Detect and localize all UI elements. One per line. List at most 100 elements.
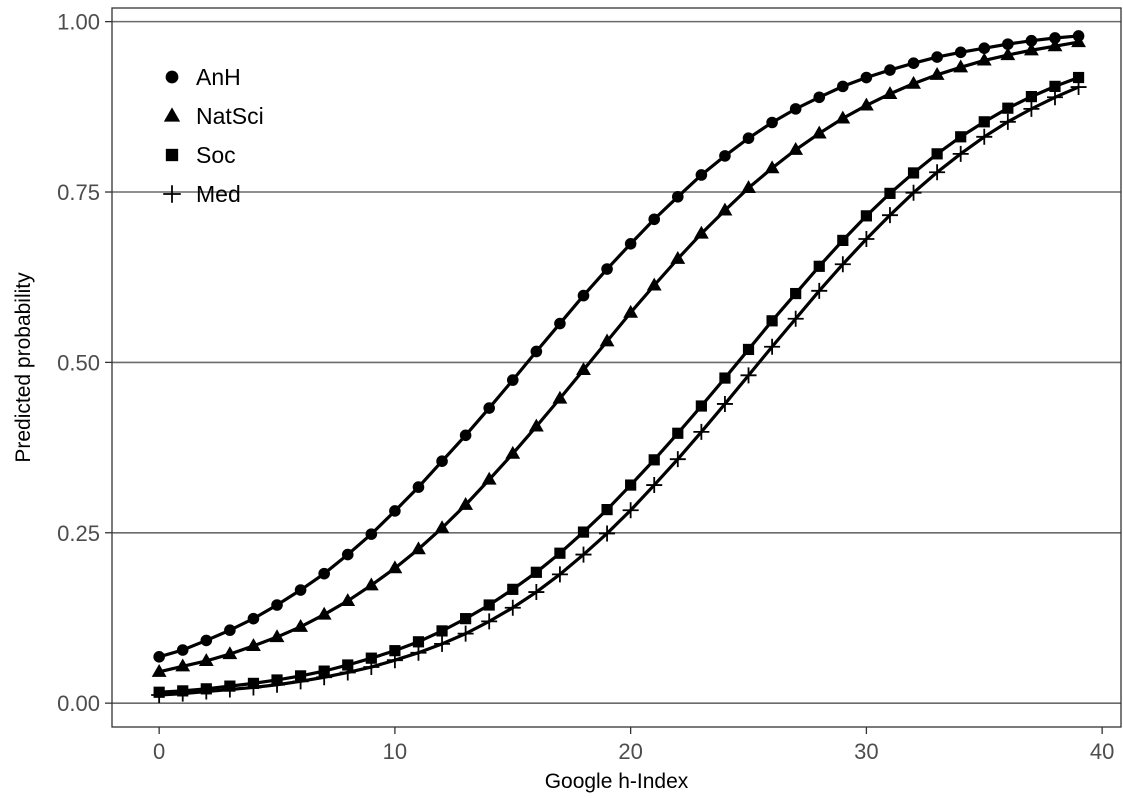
plus-point-med xyxy=(999,113,1016,130)
triangle-point-natsci xyxy=(576,362,591,375)
y-tick-label: 1.00 xyxy=(57,10,100,35)
plus-point-med xyxy=(716,395,733,412)
square-point-soc xyxy=(577,526,590,538)
circle-point-anh xyxy=(176,644,189,656)
circle-point-anh xyxy=(153,651,165,663)
plus-point-med xyxy=(575,546,592,563)
triangle-point-natsci xyxy=(1000,47,1016,61)
square-point-soc xyxy=(955,131,967,143)
square-point-soc xyxy=(554,547,566,559)
plus-point-med xyxy=(151,686,168,703)
triangle-point-natsci xyxy=(411,541,426,555)
series-line-soc xyxy=(159,76,1080,694)
plus-point-med xyxy=(1070,79,1087,96)
legend-label-soc: Soc xyxy=(196,142,236,168)
triangle-point-natsci xyxy=(835,110,851,124)
square-point-soc xyxy=(813,260,825,272)
plus-point-med xyxy=(457,625,474,642)
triangle-point-natsci xyxy=(1071,34,1086,48)
triangle-point-natsci xyxy=(363,577,379,591)
triangle-point-natsci xyxy=(505,445,521,459)
x-tick-label: 10 xyxy=(383,739,407,764)
circle-point-anh xyxy=(671,190,684,203)
square-point-soc xyxy=(978,116,990,128)
plus-point-med xyxy=(929,164,946,181)
triangle-point-natsci xyxy=(175,658,191,672)
plus-point-med xyxy=(1023,100,1040,117)
triangle-point-natsci xyxy=(246,638,261,651)
triangle-point-natsci xyxy=(906,75,921,89)
square-point-soc xyxy=(837,234,849,246)
legend-key-soc xyxy=(165,148,179,162)
circle-point-anh xyxy=(200,634,213,647)
plus-point-med xyxy=(834,256,851,273)
plus-point-med xyxy=(622,502,639,519)
triangle-point-natsci xyxy=(764,160,780,174)
triangle-point-natsci xyxy=(198,653,214,666)
legend-label-natsci: NatSci xyxy=(196,103,264,129)
square-point-soc xyxy=(790,287,802,300)
series-med xyxy=(151,79,1087,703)
triangle-point-natsci xyxy=(151,663,167,677)
circle-point-anh xyxy=(459,429,472,442)
plus-point-med xyxy=(693,423,710,440)
triangle-point-natsci xyxy=(788,141,804,155)
circle-point-anh xyxy=(247,612,260,625)
circle-point-anh xyxy=(742,132,755,144)
x-axis-title: Google h-Index xyxy=(545,770,689,793)
circle-point-anh xyxy=(506,374,519,386)
circle-point-anh xyxy=(530,345,543,358)
plus-point-med xyxy=(811,282,828,299)
plus-point-med xyxy=(410,644,427,661)
series-group xyxy=(151,30,1087,703)
plus-point-med xyxy=(434,635,451,652)
circle-point-anh xyxy=(577,289,590,302)
triangle-point-natsci xyxy=(670,250,686,264)
triangle-point-natsci xyxy=(741,180,756,193)
square-point-soc xyxy=(625,479,637,491)
square-point-soc xyxy=(530,566,542,578)
square-point-soc xyxy=(601,503,613,516)
circle-point-anh xyxy=(365,528,378,540)
plus-point-med xyxy=(269,676,286,693)
y-axis-ticks: 0.00 0.25 0.50 0.75 1.00 xyxy=(57,10,112,716)
plus-point-med xyxy=(764,338,781,355)
plus-point-med xyxy=(881,207,898,224)
triangle-point-natsci xyxy=(1047,38,1063,52)
series-anh xyxy=(153,30,1085,663)
plus-point-med xyxy=(316,669,333,686)
triangle-point-natsci xyxy=(387,560,403,574)
square-point-soc xyxy=(483,599,495,611)
circle-point-anh xyxy=(341,548,354,561)
y-tick-label: 0.00 xyxy=(57,691,100,716)
circle-point-anh xyxy=(601,263,613,275)
legend-key-natsci xyxy=(163,107,181,122)
circle-point-anh xyxy=(860,71,873,84)
x-tick-label: 20 xyxy=(618,739,642,764)
triangle-point-natsci xyxy=(811,125,827,139)
circle-point-anh xyxy=(648,213,661,226)
triangle-point-natsci xyxy=(693,225,709,239)
circle-point-anh xyxy=(907,57,920,70)
plot-panel xyxy=(111,7,1122,728)
triangle-point-natsci xyxy=(528,418,544,432)
square-point-soc xyxy=(860,210,872,222)
plus-point-med xyxy=(528,584,545,601)
plus-point-med xyxy=(363,659,380,676)
triangle-point-natsci xyxy=(293,619,309,632)
circle-point-anh xyxy=(1002,38,1014,50)
square-point-soc xyxy=(507,583,519,595)
y-tick-label: 0.50 xyxy=(57,350,100,375)
circle-point-anh xyxy=(624,238,637,250)
triangle-point-natsci xyxy=(953,59,969,73)
circle-point-anh xyxy=(412,481,425,493)
triangle-point-natsci xyxy=(717,202,733,216)
legend-key-anh xyxy=(165,70,179,84)
triangle-point-natsci xyxy=(340,593,356,606)
circle-point-anh xyxy=(1049,32,1061,44)
circle-point-anh xyxy=(954,46,967,59)
square-point-soc xyxy=(884,187,896,199)
y-axis-title: Predicted probability xyxy=(12,272,35,463)
triangle-point-natsci xyxy=(1024,42,1039,56)
